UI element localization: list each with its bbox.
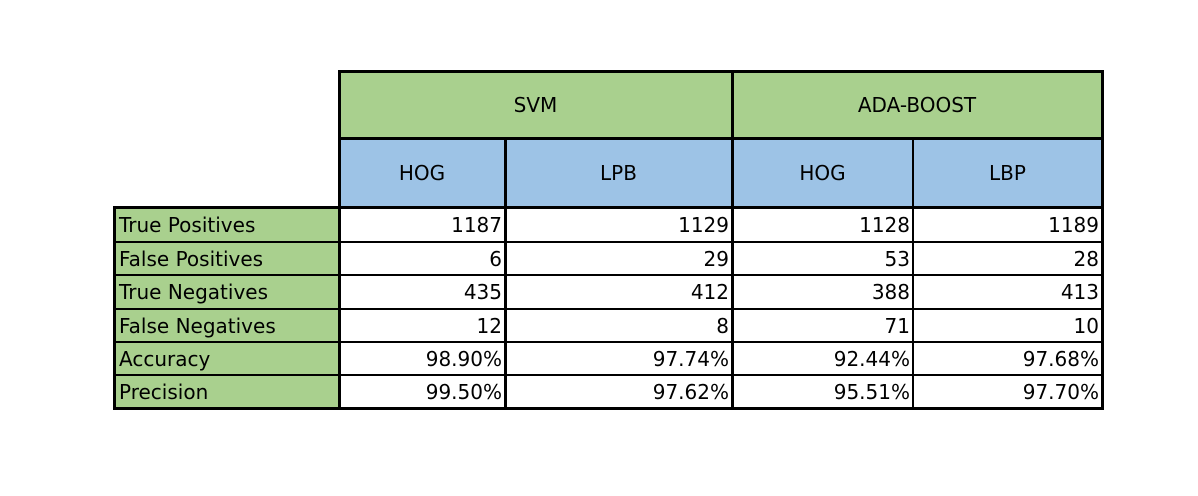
column-header-hog: HOG bbox=[339, 138, 505, 207]
row-label-false-negatives: False Negatives bbox=[114, 309, 339, 342]
value-cell-true-positives-4: 1189 bbox=[913, 207, 1102, 242]
value-cell-false-negatives-2: 8 bbox=[505, 309, 732, 342]
border-top bbox=[338, 70, 1104, 73]
value-cell-false-positives-3: 53 bbox=[732, 242, 913, 275]
value-cell-true-negatives-2: 412 bbox=[505, 275, 732, 309]
border-left-labels bbox=[113, 206, 116, 410]
value-cell-true-positives-1: 1187 bbox=[339, 207, 505, 242]
value-cell-false-positives-2: 29 bbox=[505, 242, 732, 275]
value-cell-false-positives-4: 28 bbox=[913, 242, 1102, 275]
column-header-hog: HOG bbox=[732, 138, 913, 207]
value-cell-false-positives-1: 6 bbox=[339, 242, 505, 275]
border-group-bottom bbox=[338, 137, 1104, 140]
border-row-3 bbox=[114, 241, 1102, 243]
value-cell-true-positives-3: 1128 bbox=[732, 207, 913, 242]
border-col-4 bbox=[912, 138, 914, 409]
row-label-accuracy: Accuracy bbox=[114, 342, 339, 375]
column-header-lpb: LPB bbox=[505, 138, 732, 207]
value-cell-false-negatives-1: 12 bbox=[339, 309, 505, 342]
value-cell-true-negatives-4: 413 bbox=[913, 275, 1102, 309]
border-row-6 bbox=[114, 341, 1102, 343]
border-group-divider bbox=[731, 71, 734, 409]
row-label-true-positives: True Positives bbox=[114, 207, 339, 242]
border-left-header bbox=[338, 70, 341, 410]
column-header-lbp: LBP bbox=[913, 138, 1102, 207]
value-cell-accuracy-1: 98.90% bbox=[339, 342, 505, 375]
value-cell-accuracy-2: 97.74% bbox=[505, 342, 732, 375]
row-label-precision: Precision bbox=[114, 375, 339, 408]
value-cell-true-positives-2: 1129 bbox=[505, 207, 732, 242]
border-bottom bbox=[113, 407, 1104, 410]
value-cell-true-negatives-1: 435 bbox=[339, 275, 505, 309]
value-cell-precision-1: 99.50% bbox=[339, 375, 505, 408]
border-row-7 bbox=[114, 374, 1102, 376]
group-header-ada-boost: ADA-BOOST bbox=[732, 71, 1102, 138]
row-label-true-negatives: True Negatives bbox=[114, 275, 339, 309]
value-cell-false-negatives-4: 10 bbox=[913, 309, 1102, 342]
row-label-false-positives: False Positives bbox=[114, 242, 339, 275]
border-col-2 bbox=[504, 138, 507, 409]
border-row-4 bbox=[114, 274, 1102, 276]
value-cell-accuracy-3: 92.44% bbox=[732, 342, 913, 375]
value-cell-precision-4: 97.70% bbox=[913, 375, 1102, 408]
value-cell-precision-2: 97.62% bbox=[505, 375, 732, 408]
border-label-top bbox=[113, 206, 339, 209]
group-header-svm: SVM bbox=[339, 71, 732, 138]
value-cell-true-negatives-3: 388 bbox=[732, 275, 913, 309]
value-cell-false-negatives-3: 71 bbox=[732, 309, 913, 342]
border-subheader-bottom bbox=[338, 206, 1104, 209]
value-cell-precision-3: 95.51% bbox=[732, 375, 913, 408]
border-row-5 bbox=[114, 308, 1102, 310]
value-cell-accuracy-4: 97.68% bbox=[913, 342, 1102, 375]
border-right bbox=[1101, 70, 1104, 410]
